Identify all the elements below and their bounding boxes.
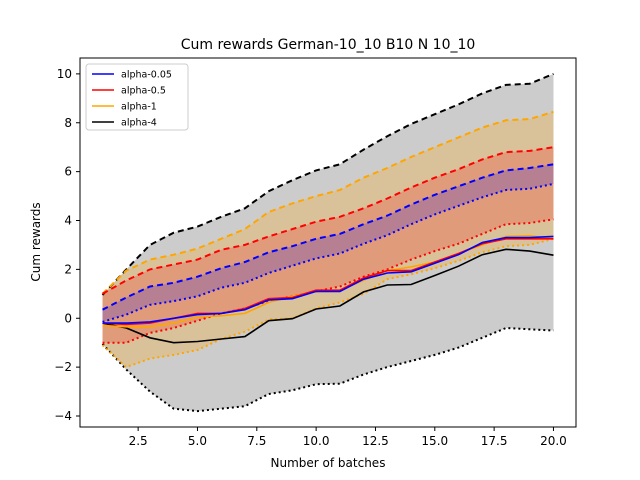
band-alpha-0_5 (102, 147, 554, 343)
y-axis-label: Cum rewards (29, 202, 43, 281)
x-tick-label: 5.0 (188, 434, 207, 448)
mean-line-alpha-4 (102, 248, 554, 344)
upper-line-alpha-0_05 (102, 163, 554, 311)
lower-line-alpha-0_05 (102, 182, 554, 323)
y-tick-label: 8 (64, 116, 72, 130)
legend-label-alpha-0_05: alpha-0.05 (121, 70, 172, 81)
mean-lines (102, 234, 554, 344)
y-tick-label: 6 (64, 165, 72, 179)
y-tick-label: −2 (54, 360, 72, 374)
lower-line-alpha-4 (101, 326, 554, 413)
y-axis-ticks: −4 −2 0 2 4 6 8 10 (54, 67, 80, 423)
band-alpha-4 (102, 73, 554, 412)
y-tick-label: −4 (54, 409, 72, 423)
upper-line-alpha-1 (101, 110, 554, 295)
x-tick-label: 2.5 (129, 434, 148, 448)
plot-frame (79, 57, 577, 428)
x-axis-ticks: 2.5 5.0 7.5 10.0 12.5 15.0 17.5 20.0 (129, 427, 567, 448)
legend-box (85, 63, 189, 131)
chart-title: Cum rewards German-10_10 B10 N 10_10 (181, 37, 476, 53)
x-tick-label: 15.0 (421, 434, 448, 448)
lower-line-alpha-1 (101, 237, 554, 369)
y-tick-label: 4 (64, 214, 72, 228)
y-tick-label: 2 (64, 262, 72, 276)
y-tick-label: 0 (64, 311, 72, 325)
legend-label-alpha-4: alpha-4 (121, 118, 157, 129)
upper-line-alpha-0_5 (102, 146, 554, 295)
x-tick-label: 12.5 (362, 434, 389, 448)
upper-line-alpha-4 (101, 72, 554, 296)
legend-label-alpha-0_5: alpha-0.5 (121, 86, 166, 97)
x-tick-label: 20.0 (540, 434, 567, 448)
band-alpha-1 (102, 111, 554, 368)
bound-lines (101, 72, 554, 413)
x-axis-label: Number of batches (271, 456, 386, 470)
x-tick-label: 10.0 (303, 434, 330, 448)
y-tick-label: 10 (57, 67, 72, 81)
legend-label-alpha-1: alpha-1 (121, 102, 157, 113)
confidence-bands (102, 73, 554, 412)
band-alpha-0_05 (102, 164, 554, 322)
mean-line-alpha-0_05 (102, 235, 554, 324)
x-tick-label: 7.5 (247, 434, 266, 448)
legend: alpha-0.05 alpha-0.5 alpha-1 alpha-4 (85, 63, 189, 131)
x-tick-label: 17.5 (481, 434, 508, 448)
